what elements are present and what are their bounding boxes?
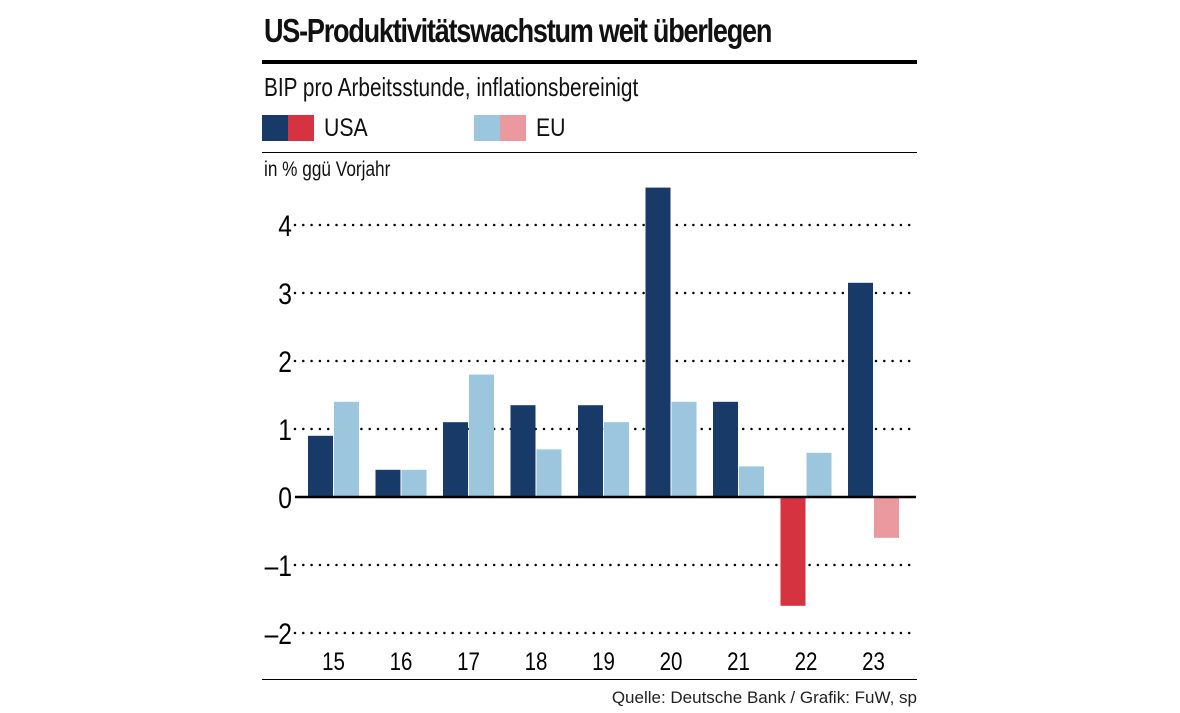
bar-eu-18 bbox=[536, 449, 562, 497]
chart-title: US-Produktivitätswachstum weit überlegen bbox=[264, 12, 772, 49]
x-tick-label: 18 bbox=[525, 647, 548, 675]
x-tick-label: 20 bbox=[660, 647, 683, 675]
legend-swatch-usa-positive bbox=[262, 115, 288, 141]
bar-eu-20 bbox=[671, 401, 697, 497]
bar-usa-20 bbox=[645, 187, 671, 497]
x-tick-label: 19 bbox=[592, 647, 615, 675]
chart-subtitle: BIP pro Arbeitsstunde, inflationsbereini… bbox=[264, 72, 639, 102]
y-tick-label: 2 bbox=[278, 345, 292, 379]
y-tick-label: –1 bbox=[265, 549, 292, 583]
bar-eu-23 bbox=[874, 497, 899, 538]
bar-eu-22 bbox=[806, 452, 832, 497]
bar-usa-23 bbox=[848, 282, 873, 497]
bar-usa-15 bbox=[308, 435, 333, 497]
bar-usa-16 bbox=[375, 469, 401, 497]
x-tick-label: 15 bbox=[322, 647, 345, 675]
bar-eu-17 bbox=[469, 374, 494, 497]
x-tick-label: 16 bbox=[390, 647, 413, 675]
bar-eu-21 bbox=[739, 466, 764, 497]
y-tick-label: 3 bbox=[278, 277, 292, 311]
y-axis-label: in % ggü Vorjahr bbox=[264, 158, 391, 181]
bar-usa-17 bbox=[443, 422, 468, 497]
y-tick-label: 4 bbox=[278, 209, 292, 243]
x-tick-label: 21 bbox=[727, 647, 750, 675]
legend-eu: EU bbox=[474, 114, 571, 142]
bar-usa-19 bbox=[578, 405, 603, 497]
title-rule bbox=[262, 60, 917, 64]
x-tick-label: 22 bbox=[795, 647, 818, 675]
bar-eu-16 bbox=[401, 469, 427, 497]
source-note: Quelle: Deutsche Bank / Grafik: FuW, sp bbox=[611, 688, 917, 707]
y-tick-label: 1 bbox=[278, 413, 292, 447]
legend-swatch-usa-negative bbox=[288, 115, 314, 141]
legend-rule bbox=[262, 152, 917, 153]
bar-eu-15 bbox=[334, 401, 359, 497]
legend-label-usa: USA bbox=[324, 113, 368, 142]
legend-usa: USA bbox=[262, 114, 375, 142]
x-tick-label: 23 bbox=[862, 647, 885, 675]
bar-usa-22 bbox=[780, 497, 806, 606]
bar-eu-19 bbox=[604, 422, 629, 497]
x-tick-label: 17 bbox=[457, 647, 480, 675]
legend-swatch-eu-positive bbox=[474, 115, 500, 141]
bottom-rule bbox=[262, 679, 917, 680]
bar-usa-18 bbox=[510, 405, 536, 497]
legend-label-eu: EU bbox=[536, 113, 566, 142]
y-tick-label: 0 bbox=[278, 481, 292, 515]
legend-swatch-eu-negative bbox=[500, 115, 526, 141]
y-tick-label: –2 bbox=[265, 617, 292, 651]
bar-usa-21 bbox=[713, 401, 738, 497]
